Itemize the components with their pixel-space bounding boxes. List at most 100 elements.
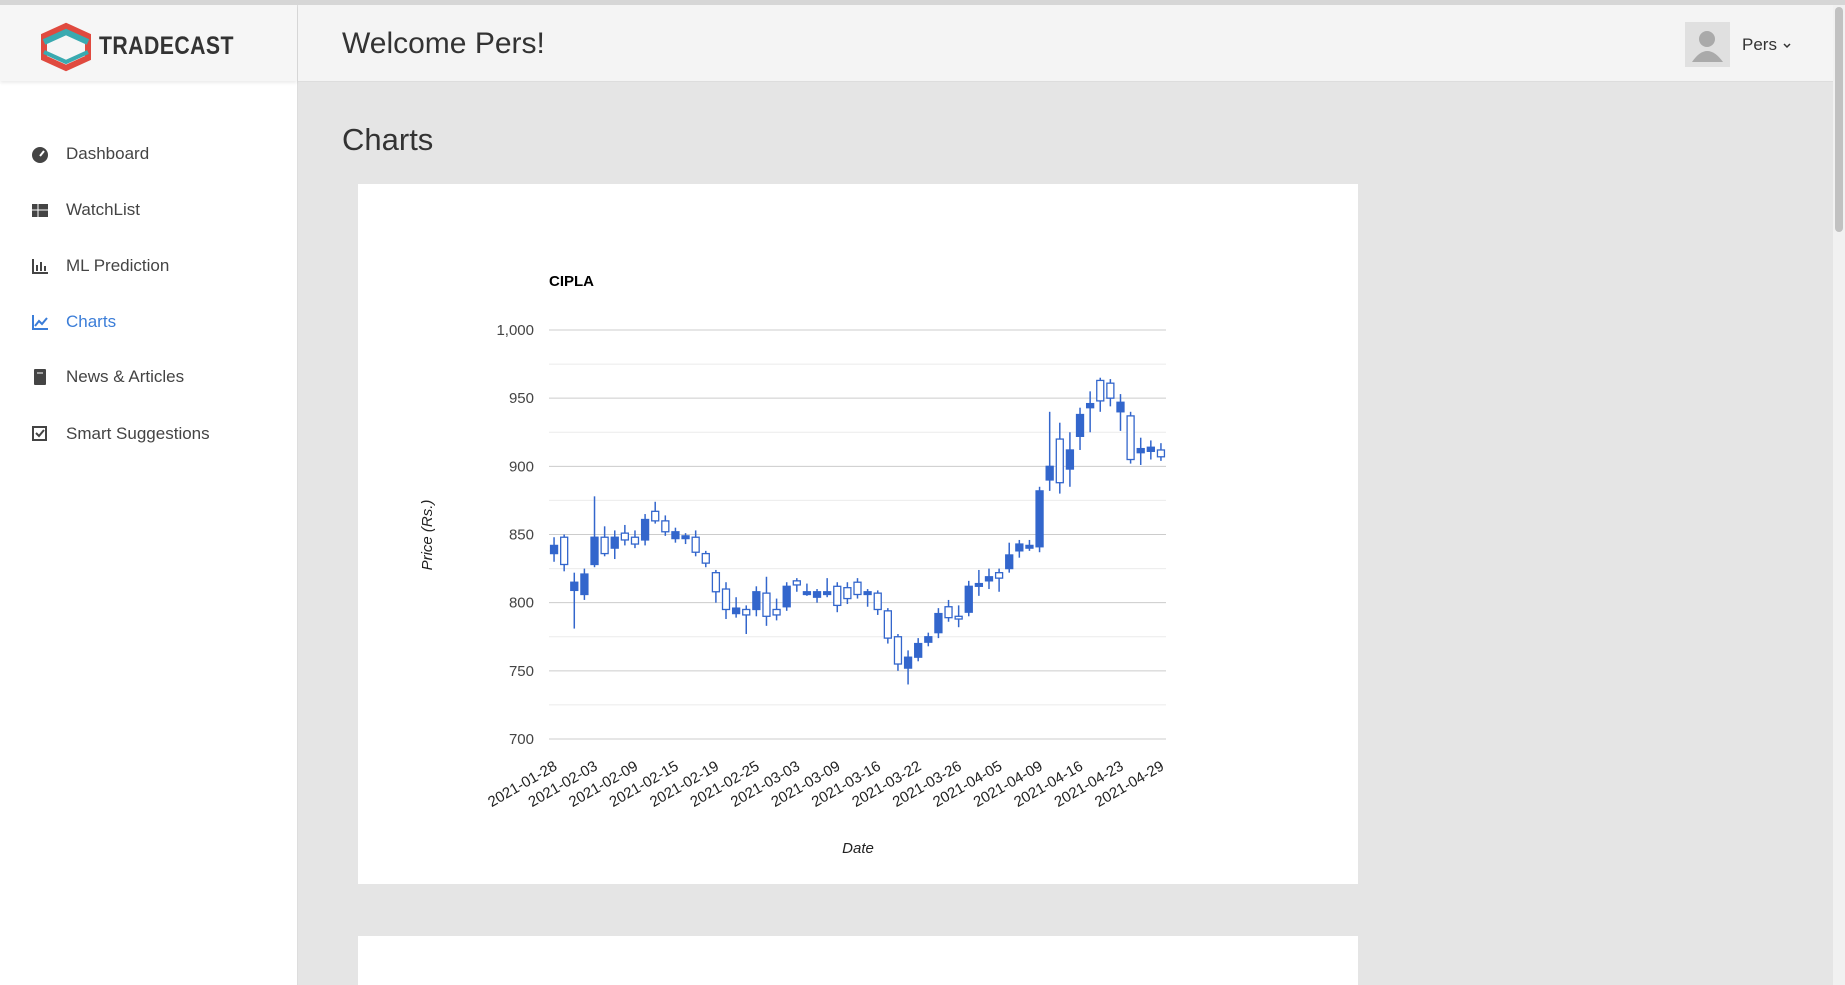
- y-axis-label: Price (Rs.): [419, 500, 436, 571]
- nav-label: Dashboard: [66, 144, 150, 163]
- candle-body: [640, 518, 650, 541]
- candle-body: [1035, 490, 1044, 548]
- candle-body: [934, 612, 943, 634]
- candle-body: [1116, 401, 1125, 413]
- candle-body: [590, 536, 599, 566]
- candle-body: [1106, 382, 1115, 399]
- candle-body: [560, 536, 569, 566]
- candle-body: [873, 592, 882, 611]
- y-tick-label: 800: [509, 595, 534, 612]
- candle-body: [883, 610, 892, 639]
- candle-body: [944, 606, 953, 619]
- candle-body: [893, 636, 903, 665]
- candle-body: [964, 585, 973, 613]
- y-tick-label: 900: [509, 458, 534, 475]
- candle-body: [752, 591, 761, 611]
- nav-label: Smart Suggestions: [66, 424, 210, 443]
- candle-body: [1126, 415, 1135, 461]
- nav-label: WatchList: [66, 200, 141, 219]
- brand: TRADECAST: [99, 32, 234, 60]
- candle-body: [792, 580, 801, 586]
- nav-item[interactable]: WatchList: [0, 195, 297, 225]
- page-title: Charts: [342, 122, 434, 157]
- icon: [32, 204, 48, 217]
- candle-body: [802, 591, 812, 596]
- y-tick-label: 950: [509, 390, 534, 407]
- candle-body: [994, 572, 1004, 579]
- icon: [32, 259, 48, 274]
- logo-icon: [41, 22, 91, 72]
- candle-body: [1146, 446, 1155, 452]
- candle-body: [671, 531, 680, 540]
- scroll-thumb[interactable]: [1835, 7, 1843, 232]
- candle-body: [984, 576, 994, 582]
- chart: CIPLA Date Price (Rs.) 700 750 800 850 900 95…: [419, 273, 1167, 857]
- y-tick-label: 750: [509, 663, 534, 680]
- nav-item[interactable]: ML Prediction: [0, 251, 297, 281]
- candle-body: [701, 552, 710, 564]
- nav-label: ML Prediction: [66, 256, 170, 275]
- candle-body: [1055, 438, 1064, 484]
- candle-body: [782, 585, 791, 608]
- chart-card: [358, 936, 1358, 985]
- candle-body: [772, 608, 781, 616]
- candle-body: [853, 581, 862, 596]
- candle-body: [620, 532, 630, 541]
- candle-body: [1065, 449, 1075, 470]
- candle-body: [570, 581, 579, 592]
- sidebar: TRADECAST Dashboard WatchList ML Predict…: [0, 5, 298, 985]
- candle-body: [721, 588, 731, 611]
- nav-item[interactable]: Smart Suggestions: [0, 419, 297, 449]
- candle-body: [914, 642, 923, 658]
- candle-body: [833, 585, 842, 607]
- y-tick-label: 850: [509, 527, 534, 544]
- candle-body: [600, 536, 609, 555]
- candle-body: [711, 572, 721, 593]
- nav-item[interactable]: Charts: [0, 307, 297, 337]
- candle-body: [549, 544, 559, 555]
- candle-body: [580, 573, 589, 596]
- candle-body: [924, 636, 933, 643]
- candle-body: [1025, 544, 1034, 549]
- candle-body: [954, 615, 963, 620]
- nav-item[interactable]: News & Articles: [0, 362, 297, 392]
- nav-label: News & Articles: [66, 367, 185, 386]
- candle-body: [974, 582, 984, 587]
- candle-body: [762, 592, 771, 617]
- header: Welcome Pers! Pers: [298, 5, 1833, 82]
- chart-card: CIPLA Date Price (Rs.) 700 750 800 850 900 95…: [358, 184, 1358, 884]
- candle-body: [863, 591, 872, 596]
- candle-body: [1085, 402, 1095, 409]
- chart-title: CIPLA: [549, 273, 594, 290]
- browser-bar: [0, 0, 1845, 5]
- nav-label: Charts: [66, 312, 117, 331]
- y-tick-label: 700: [509, 731, 534, 748]
- scrollbar[interactable]: [1833, 5, 1845, 985]
- y-tick-label: 1,000: [496, 322, 534, 339]
- candle-body: [1136, 447, 1145, 454]
- candle-body: [823, 591, 832, 596]
- candle-body: [651, 510, 660, 522]
- avatar-icon: [1692, 31, 1723, 62]
- icon: [34, 369, 46, 385]
- logo-area[interactable]: TRADECAST: [0, 5, 297, 81]
- candle-body: [742, 608, 751, 616]
- candle-body: [843, 587, 852, 600]
- user-menu[interactable]: Pers: [1742, 35, 1792, 55]
- candle-body: [661, 520, 670, 533]
- candle-body: [1005, 554, 1014, 570]
- avatar[interactable]: [1685, 22, 1730, 67]
- user-name: Pers: [1742, 35, 1777, 54]
- candle-body: [630, 536, 640, 545]
- candle-body: [812, 591, 822, 598]
- candle-body: [731, 607, 741, 615]
- caret: [1783, 43, 1791, 49]
- icon: [32, 426, 47, 441]
- candle-body: [610, 536, 619, 549]
- icon: [32, 147, 48, 163]
- candle-body: [691, 536, 700, 553]
- nav-item[interactable]: Dashboard: [0, 139, 297, 169]
- candle-body: [1156, 449, 1166, 458]
- candle-body: [1015, 543, 1024, 552]
